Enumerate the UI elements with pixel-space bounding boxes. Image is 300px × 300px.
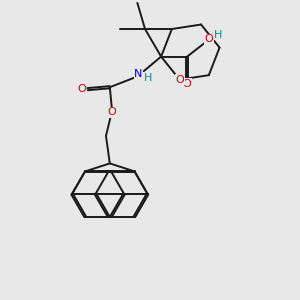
Text: O: O <box>183 79 191 89</box>
Text: O: O <box>205 34 213 44</box>
Text: N: N <box>134 69 143 79</box>
Text: O: O <box>77 84 86 94</box>
Text: O: O <box>107 107 116 117</box>
Text: H: H <box>214 30 222 40</box>
Text: O: O <box>175 75 184 85</box>
Text: H: H <box>143 73 152 82</box>
